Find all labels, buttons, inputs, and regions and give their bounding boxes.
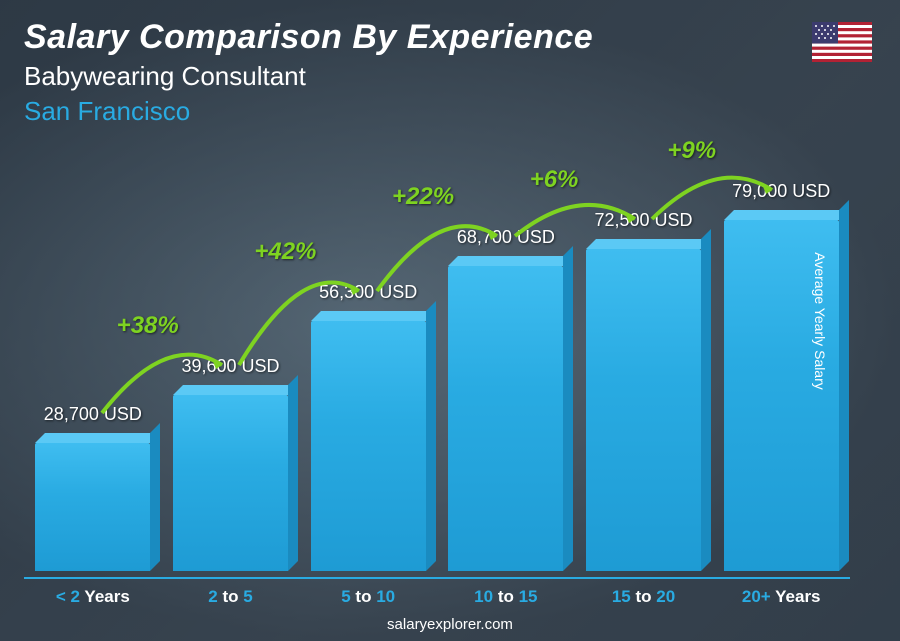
growth-arrow-icon (642, 130, 792, 571)
percent-label: +9% (667, 137, 716, 165)
header: Salary Comparison By Experience Babywear… (24, 18, 876, 127)
x-axis: < 2 Years2 to 55 to 1010 to 1515 to 2020… (24, 577, 850, 607)
x-axis-label: < 2 Years (24, 587, 162, 607)
us-flag-icon (812, 22, 872, 62)
percent-label: +38% (117, 312, 179, 340)
percent-label: +42% (254, 238, 316, 266)
page-title: Salary Comparison By Experience (24, 18, 876, 57)
location-label: San Francisco (24, 96, 876, 127)
percent-label: +6% (530, 166, 579, 194)
x-axis-label: 5 to 10 (299, 587, 437, 607)
growth-arrow-icon (367, 176, 517, 571)
x-axis-label: 20+ Years (712, 587, 850, 607)
x-axis-label: 15 to 20 (575, 587, 713, 607)
page-subtitle: Babywearing Consultant (24, 61, 876, 92)
growth-arrow-icon (229, 231, 379, 571)
x-axis-label: 2 to 5 (162, 587, 300, 607)
footer-text: salaryexplorer.com (0, 616, 900, 633)
percent-label: +22% (392, 183, 454, 211)
bar-slot: 79,000 USD+9% (712, 220, 850, 571)
y-axis-label: Average Yearly Salary (811, 252, 827, 390)
bar-chart: 28,700 USD39,600 USD+38%56,300 USD+42%68… (24, 140, 850, 571)
growth-arrow-icon (505, 159, 655, 571)
x-axis-label: 10 to 15 (437, 587, 575, 607)
growth-arrow-icon (92, 305, 242, 571)
